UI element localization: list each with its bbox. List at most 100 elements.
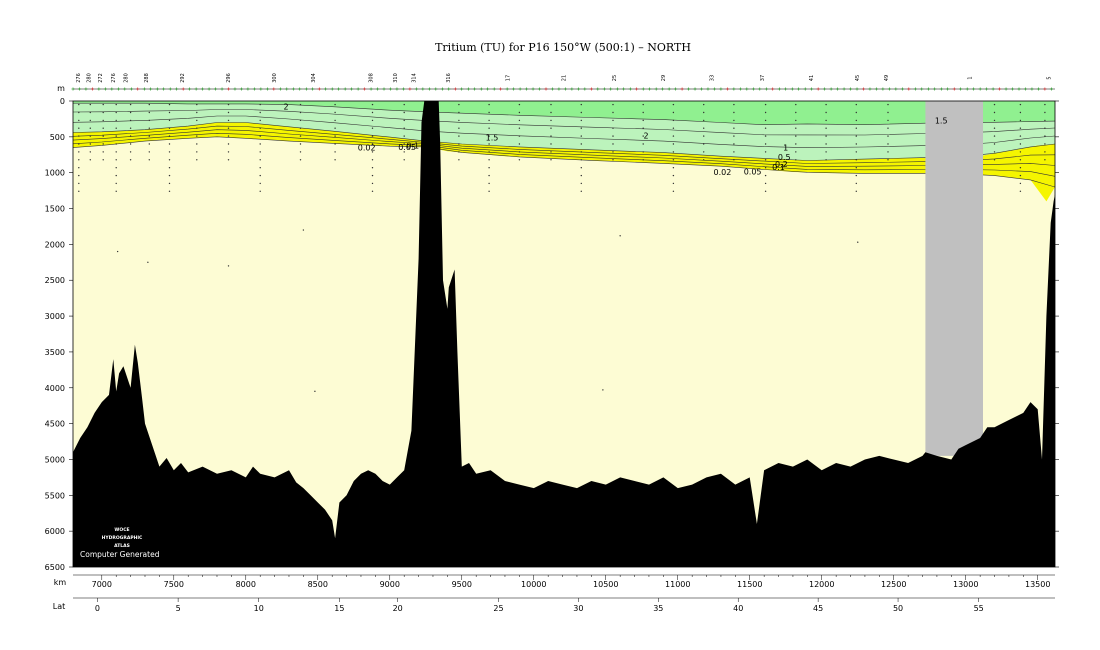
km-tick-label: 11500 (737, 580, 762, 589)
sample-dot (302, 229, 305, 231)
sample-dot (612, 143, 614, 145)
sample-dot (703, 119, 705, 122)
km-tick-label: 8500 (308, 580, 328, 589)
sample-dot (334, 143, 336, 145)
sample-dot (227, 127, 230, 129)
sample-dot (642, 135, 644, 137)
sample-dot (825, 135, 827, 137)
depth-tick-label: 6000 (45, 527, 65, 536)
sample-dot (825, 143, 827, 145)
sample-dot (147, 261, 149, 264)
latitude-tick-label: 50 (893, 604, 903, 613)
sample-dot (227, 265, 230, 267)
sample-dot (1044, 111, 1046, 114)
sample-dot (518, 159, 521, 161)
sample-dot (855, 151, 857, 153)
sample-dot (458, 103, 460, 106)
sample-dot (403, 103, 405, 106)
computer-generated-label: Computer Generated (80, 550, 160, 559)
sample-dot (78, 159, 80, 161)
sample-dot (259, 103, 261, 106)
sample-dot (168, 135, 171, 137)
sample-dot (825, 111, 827, 114)
sample-dot (78, 151, 80, 153)
contour-label: 2 (284, 103, 289, 112)
sample-dot (795, 151, 797, 153)
plot-area: 21.5 21.50.02 0.050.1 10.50.20.10.02 0.05 WO… (73, 101, 1055, 567)
sample-dot (78, 127, 80, 129)
km-tick-label: 7500 (164, 580, 184, 589)
logo-line-3: ATLAS (114, 543, 130, 549)
station-label: 49 (884, 75, 890, 81)
sample-dot (642, 143, 644, 145)
sample-dot (403, 111, 405, 114)
sample-dot (168, 103, 171, 106)
station-label: 33 (710, 75, 716, 81)
sample-dot (1044, 135, 1046, 137)
sample-dot (299, 159, 302, 161)
sample-dot (887, 159, 889, 161)
sample-dot (371, 111, 374, 114)
sample-dot (993, 135, 996, 137)
sample-dot (1044, 151, 1046, 153)
sample-dot (580, 119, 582, 122)
sample-dot (733, 119, 735, 122)
sample-dot (993, 159, 996, 161)
sample-dot (993, 143, 996, 145)
sample-dot (168, 159, 171, 161)
sample-dot (129, 119, 132, 122)
sample-dot (733, 127, 735, 129)
station-label: 37 (760, 75, 766, 81)
sample-dot (733, 143, 735, 145)
sample-dot (1019, 190, 1022, 192)
sample-dot (764, 103, 767, 106)
sample-dots (78, 103, 1046, 393)
sample-dot (580, 103, 582, 106)
latitude-tick-label: 30 (573, 604, 583, 613)
sample-dot (488, 151, 490, 153)
sample-dot (168, 190, 171, 192)
sample-dot (334, 151, 336, 153)
sample-dot (115, 190, 117, 192)
sample-dot (518, 151, 521, 153)
station-label: 280 (86, 73, 92, 83)
sample-dot (1044, 103, 1046, 106)
sample-dot (1019, 143, 1022, 145)
km-tick-label: 9500 (452, 580, 472, 589)
sample-dot (1019, 127, 1022, 129)
logo-line-1: WOCE (114, 527, 129, 533)
sample-dot (299, 111, 302, 114)
sample-dot (887, 103, 889, 106)
depth-tick-label: 0 (60, 97, 65, 106)
contour-label: 0.1 (772, 163, 785, 172)
sample-dot (458, 111, 460, 114)
sample-dot (129, 159, 132, 161)
sample-dot (458, 151, 460, 153)
sample-dot (733, 111, 735, 114)
sample-dot (642, 127, 644, 129)
sample-dot (518, 127, 521, 129)
sample-dot (259, 159, 261, 161)
sample-dot (703, 151, 705, 153)
sample-dot (733, 103, 735, 106)
sample-dot (102, 135, 104, 137)
sample-dot (102, 151, 104, 153)
sample-dot (371, 151, 374, 153)
sample-dot (334, 111, 336, 114)
sample-dot (148, 159, 150, 161)
logo-line-2: HYDROGRAPHIC (102, 535, 143, 541)
sample-dot (602, 389, 604, 391)
depth-axis: 0 500 1000 1500 2000 2500 3000 3500 4000 4500 5000… (45, 97, 1059, 572)
sample-dot (259, 190, 261, 192)
sample-dot (580, 151, 582, 153)
sample-dot (148, 111, 150, 114)
station-label: 314 (412, 73, 418, 83)
sample-dot (550, 151, 552, 153)
depth-tick-label: 5000 (45, 455, 65, 464)
sample-dot (764, 167, 767, 169)
station-label: 280 (124, 73, 130, 83)
sample-dot (168, 143, 171, 145)
sample-dot (764, 190, 767, 192)
sample-dot (672, 151, 675, 153)
transition-tritium-band (73, 122, 1055, 202)
